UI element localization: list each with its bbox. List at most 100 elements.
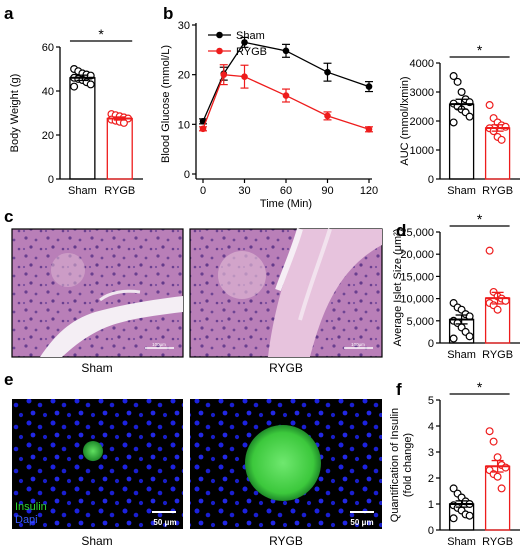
y-tick-label: 1000	[410, 145, 434, 157]
data-point-sham	[449, 484, 458, 493]
he-image-sham: 100μm	[11, 228, 184, 358]
data-point-sham	[449, 514, 458, 523]
x-axis-label: Time (Min)	[260, 198, 312, 210]
x-tick-label: 120	[360, 185, 378, 197]
x-tick-label: 30	[238, 185, 250, 197]
scalebar-label-if-sham: 50 μm	[153, 518, 176, 527]
legend-marker-rygb	[216, 47, 223, 55]
panel-letter-c: c	[4, 207, 13, 226]
legend-label-rygb: RYGB	[236, 46, 267, 58]
data-point-sham	[365, 83, 373, 90]
data-point-sham	[449, 118, 458, 127]
significance-star: *	[477, 211, 483, 227]
data-point-sham	[449, 334, 458, 343]
data-point-rygb	[365, 126, 373, 133]
chart-insulin-quantification: 0 1 2 3 4 5 Quantification of Insulin (fold cha…	[389, 379, 520, 548]
data-point-sham	[465, 332, 474, 341]
data-point-sham	[465, 511, 474, 520]
series-line-rygb	[202, 73, 370, 130]
data-point-sham	[465, 112, 474, 121]
data-point-rygb	[485, 427, 494, 436]
if-image-rygb: 50 μm	[190, 399, 382, 529]
panel-letter-b: b	[163, 4, 173, 23]
significance-star: *	[98, 26, 104, 42]
y-tick-label: 0	[184, 169, 190, 181]
y-tick-label: 3000	[410, 87, 434, 99]
legend-label-sham: Sham	[236, 30, 265, 42]
series-line-sham	[202, 41, 370, 122]
significance-star: *	[477, 42, 483, 58]
y-tick-label: 20	[178, 70, 190, 82]
y-tick-label: 10,000	[400, 294, 434, 306]
y-tick-label: 5,000	[406, 316, 434, 328]
data-point-rygb	[489, 437, 498, 446]
category-label-sham: Sham	[447, 349, 476, 361]
y-tick-label: 1	[428, 499, 434, 511]
y-tick-label: 10	[178, 119, 190, 131]
data-point-sham	[324, 68, 331, 76]
panel-letter-a: a	[4, 4, 14, 23]
scalebar-label-if-rygb: 50 μm	[350, 518, 373, 527]
y-tick-label: 5	[428, 395, 434, 407]
legend-marker-sham	[216, 31, 223, 39]
scalebar-label-he-sham: 100μm	[152, 342, 166, 347]
data-point-sham	[86, 80, 95, 89]
data-point-rygb	[493, 305, 502, 314]
data-point-rygb	[497, 135, 506, 144]
y-tick-label: 4	[428, 421, 434, 433]
data-point-sham	[70, 82, 79, 91]
data-point-rygb	[241, 73, 248, 80]
category-label-sham: Sham	[68, 185, 97, 197]
category-label-rygb: RYGB	[104, 185, 135, 197]
y-tick-label: 25,000	[400, 227, 434, 239]
y-axis-label: Blood Glucose (mmol/L)	[160, 45, 172, 163]
data-point-sham	[453, 77, 462, 86]
data-point-sham	[457, 87, 466, 96]
y-tick-label: 40	[42, 86, 54, 98]
category-label-rygb: RYGB	[482, 536, 513, 548]
chart-body-weight: 0 20 40 60 Body Weight (g) Sham RYGB *	[9, 26, 143, 197]
significance-star: *	[477, 379, 483, 395]
y-tick-label: 4000	[410, 58, 434, 70]
y-tick-label: 20	[42, 130, 54, 142]
y-tick-label: 0	[428, 174, 434, 186]
data-point-sham	[241, 39, 248, 46]
caption-e-rygb: RYGB	[269, 534, 303, 548]
data-point-rygb	[493, 453, 502, 462]
chart-blood-glucose: 0 10 20 30 0 30 60 90 120 Time (Min) Blood Glucose…	[160, 20, 378, 210]
x-tick-label: 0	[200, 185, 206, 197]
y-tick-label: 2000	[410, 116, 434, 128]
y-tick-label: 30	[178, 20, 190, 32]
panel-letter-d: d	[396, 221, 406, 240]
y-tick-label: 3	[428, 447, 434, 459]
scalebar-label-he-rygb: 100μm	[351, 342, 365, 347]
y-axis-label: (fold change)	[402, 433, 414, 497]
category-label-rygb: RYGB	[482, 349, 513, 361]
y-axis-label: Average Islet Size (μm²)	[392, 228, 404, 346]
data-point-sham	[282, 47, 290, 55]
panel-letter-f: f	[396, 380, 402, 399]
data-point-rygb	[485, 101, 494, 110]
data-point-rygb	[220, 71, 228, 78]
caption-c-sham: Sham	[81, 361, 112, 375]
y-tick-label: 0	[48, 174, 54, 186]
category-label-rygb: RYGB	[482, 185, 513, 197]
data-point-rygb	[501, 463, 510, 472]
y-tick-label: 20,000	[400, 249, 434, 261]
y-axis-label: AUC (mmol/lxmin)	[399, 76, 411, 165]
y-axis-label: Body Weight (g)	[9, 74, 21, 153]
y-axis-label: Quantification of Insulin	[389, 408, 401, 522]
he-image-rygb: 100μm	[189, 228, 383, 358]
data-point-rygb	[485, 246, 494, 255]
data-point-rygb	[199, 125, 207, 133]
y-tick-label: 2	[428, 473, 434, 485]
legend-dapi: Dapi	[15, 514, 38, 526]
legend-insulin: Insulin	[15, 501, 47, 513]
data-point-sham	[449, 72, 458, 81]
caption-e-sham: Sham	[81, 534, 112, 548]
category-label-sham: Sham	[447, 185, 476, 197]
caption-c-rygb: RYGB	[269, 361, 303, 375]
category-label-sham: Sham	[447, 536, 476, 548]
